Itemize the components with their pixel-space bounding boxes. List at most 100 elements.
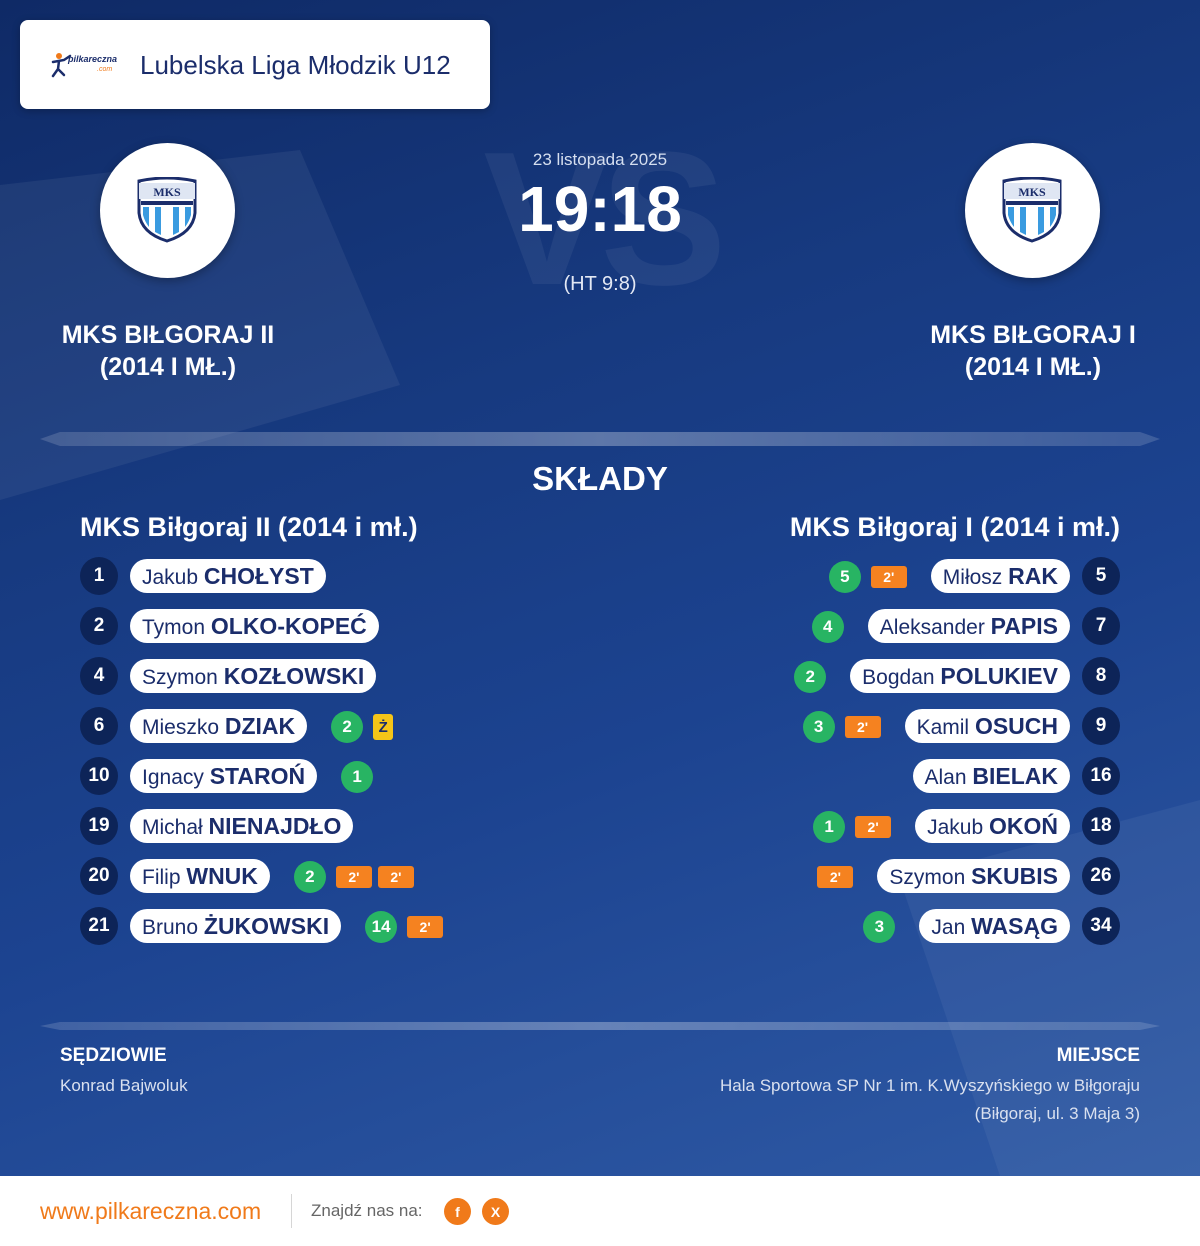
squads-title: SKŁADY bbox=[532, 460, 668, 497]
league-name: Lubelska Liga Młodzik U12 bbox=[140, 50, 451, 80]
player-first-name: Jakub bbox=[142, 566, 199, 589]
player-name[interactable]: Mieszko DZIAK bbox=[130, 709, 308, 743]
brand-text: pilkareczna bbox=[68, 54, 118, 64]
shirt-number: 20 bbox=[80, 857, 118, 895]
home-squad-title: MKS Biłgoraj II (2014 i mł.) bbox=[80, 512, 418, 542]
yellow-card-badge: Ż bbox=[373, 714, 394, 740]
player-first-name: Miłosz bbox=[942, 566, 1003, 589]
shirt-number: 10 bbox=[80, 757, 118, 795]
player-row: 8 Bogdan POLUKIEV 2 bbox=[0, 657, 1200, 695]
player-last-name: OKOŃ bbox=[989, 813, 1058, 839]
player-row: 9 Kamil OSUCH 3 2' bbox=[0, 707, 1200, 745]
shirt-number: 6 bbox=[80, 707, 118, 745]
x-twitter-icon[interactable]: X bbox=[482, 1198, 509, 1225]
player-first-name: Szymon bbox=[889, 866, 966, 889]
player-first-name: Jan bbox=[931, 916, 966, 939]
shirt-number: 4 bbox=[80, 657, 118, 695]
penalty-badge: 2' bbox=[817, 866, 854, 888]
player-row: 34 Jan WASĄG 3 bbox=[0, 907, 1200, 945]
brand-sub: .com bbox=[97, 66, 113, 73]
player-row: 18 Jakub OKOŃ 1 2' bbox=[0, 807, 1200, 845]
player-row: 7 Aleksander PAPIS 4 bbox=[0, 607, 1200, 645]
footer-separator bbox=[291, 1194, 292, 1228]
player-last-name: BIELAK bbox=[972, 763, 1058, 789]
footer: www.pilkareczna.com Znajdź nas na: f X bbox=[0, 1176, 1200, 1246]
player-last-name: KOZŁOWSKI bbox=[223, 663, 365, 689]
website-link[interactable]: www.pilkareczna.com bbox=[40, 1198, 262, 1224]
goals-badge: 2 bbox=[293, 861, 326, 893]
player-name[interactable]: Tymon OLKO-KOPEĆ bbox=[130, 609, 379, 643]
away-squad-title: MKS Biłgoraj I (2014 i mł.) bbox=[789, 512, 1120, 542]
player-name[interactable]: Jan WASĄG bbox=[919, 909, 1070, 943]
player-name[interactable]: Szymon KOZŁOWSKI bbox=[130, 659, 377, 693]
shirt-number: 16 bbox=[1082, 757, 1120, 795]
player-last-name: OSUCH bbox=[974, 713, 1058, 739]
player-first-name: Jakub bbox=[927, 816, 984, 839]
player-last-name: SKUBIS bbox=[971, 863, 1058, 889]
player-first-name: Tymon bbox=[142, 616, 206, 639]
penalty-badge: 2' bbox=[335, 866, 372, 888]
home-team-name: MKS BIŁGORAJ II (2014 I MŁ.) bbox=[61, 321, 275, 381]
player-name[interactable]: Alan BIELAK bbox=[912, 759, 1070, 793]
player-row: 10 Ignacy STAROŃ 1 bbox=[0, 757, 1200, 795]
goals-badge: 3 bbox=[802, 711, 835, 743]
venue-line-1: Hala Sportowa SP Nr 1 im. K.Wyszyńskiego… bbox=[720, 1076, 1140, 1095]
penalty-badge: 2' bbox=[855, 816, 892, 838]
player-last-name: WNUK bbox=[186, 863, 258, 889]
player-first-name: Filip bbox=[142, 866, 181, 889]
player-last-name: PAPIS bbox=[990, 613, 1058, 639]
player-name[interactable]: Bogdan POLUKIEV bbox=[850, 659, 1070, 693]
player-first-name: Mieszko bbox=[142, 716, 220, 739]
player-name[interactable]: Ignacy STAROŃ bbox=[130, 759, 318, 793]
match-card: VS pilkareczna .com Lubelska Liga Młodzi… bbox=[0, 0, 1200, 1176]
player-name[interactable]: Aleksander PAPIS bbox=[867, 609, 1070, 643]
venue-label: MIEJSCE bbox=[1056, 1045, 1140, 1066]
away-team-crest: MKS bbox=[965, 143, 1100, 278]
player-row: 16 Alan BIELAK bbox=[0, 757, 1200, 795]
divider bbox=[40, 1022, 1160, 1030]
player-row: 2 Tymon OLKO-KOPEĆ bbox=[0, 607, 1200, 645]
shirt-number: 1 bbox=[80, 557, 118, 595]
player-row: 19 Michał NIENAJDŁO bbox=[0, 807, 1200, 845]
player-first-name: Bruno bbox=[142, 916, 199, 939]
player-row: 26 Szymon SKUBIS 2' bbox=[0, 857, 1200, 895]
player-last-name: OLKO-KOPEĆ bbox=[210, 613, 367, 639]
away-team-name: MKS BIŁGORAJ I (2014 I MŁ.) bbox=[930, 321, 1136, 381]
goals-badge: 3 bbox=[863, 911, 896, 943]
vs-watermark: VS bbox=[483, 113, 726, 325]
final-score: 19:18 bbox=[518, 173, 682, 245]
shirt-number: 2 bbox=[80, 607, 118, 645]
player-last-name: WASĄG bbox=[971, 913, 1058, 939]
player-last-name: POLUKIEV bbox=[940, 663, 1058, 689]
player-name[interactable]: Jakub OKOŃ bbox=[915, 809, 1070, 843]
venue-line-2: (Biłgoraj, ul. 3 Maja 3) bbox=[974, 1104, 1140, 1123]
player-row: 4 Szymon KOZŁOWSKI bbox=[0, 657, 1200, 695]
match-date: 23 listopada 2025 bbox=[532, 150, 668, 169]
player-name[interactable]: Miłosz RAK bbox=[930, 559, 1070, 593]
goals-badge: 14 bbox=[365, 911, 398, 943]
player-first-name: Ignacy bbox=[142, 766, 204, 789]
halftime-score: (HT 9:8) bbox=[563, 273, 637, 295]
player-first-name: Bogdan bbox=[862, 666, 935, 689]
player-last-name: STAROŃ bbox=[209, 763, 306, 789]
penalty-badge: 2' bbox=[407, 916, 444, 938]
league-header bbox=[20, 20, 490, 109]
divider bbox=[40, 432, 1160, 446]
facebook-icon[interactable]: f bbox=[444, 1198, 471, 1225]
shirt-number: 5 bbox=[1082, 557, 1120, 595]
player-name[interactable]: Michał NIENAJDŁO bbox=[130, 809, 354, 843]
shirt-number: 9 bbox=[1082, 707, 1120, 745]
player-name[interactable]: Kamil OSUCH bbox=[904, 709, 1070, 743]
penalty-badge: 2' bbox=[870, 566, 907, 588]
pilkareczna-logo[interactable]: pilkareczna .com bbox=[50, 52, 122, 80]
shirt-number: 7 bbox=[1082, 607, 1120, 645]
player-name[interactable]: Bruno ŻUKOWSKI bbox=[130, 909, 342, 943]
shirt-number: 19 bbox=[80, 807, 118, 845]
venue-address: Hala Sportowa SP Nr 1 im. K.Wyszyńskiego… bbox=[720, 1072, 1140, 1128]
crest-text: MKS bbox=[153, 185, 181, 199]
player-name[interactable]: Jakub CHOŁYST bbox=[130, 559, 326, 593]
player-name[interactable]: Szymon SKUBIS bbox=[877, 859, 1070, 893]
player-last-name: NIENAJDŁO bbox=[208, 813, 342, 839]
player-name[interactable]: Filip WNUK bbox=[130, 859, 270, 893]
player-first-name: Szymon bbox=[142, 666, 218, 689]
